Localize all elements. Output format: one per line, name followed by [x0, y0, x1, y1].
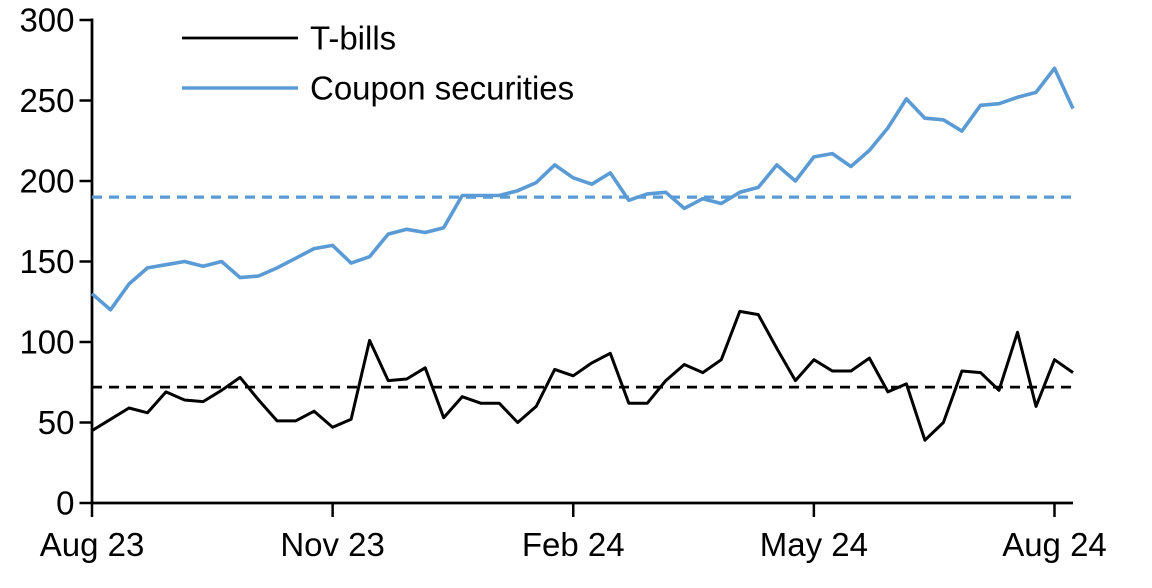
x-axis-tick-label: May 24 [760, 526, 868, 563]
y-axis-tick-label: 200 [19, 163, 74, 200]
y-axis-tick-label: 300 [19, 2, 74, 39]
legend-label-t-bills: T-bills [310, 20, 396, 57]
legend-label-coupon-securities: Coupon securities [310, 70, 574, 107]
y-axis-tick-label: 250 [19, 82, 74, 119]
y-axis-tick-label: 0 [56, 485, 74, 522]
y-axis-tick-label: 100 [19, 324, 74, 361]
legend-item-coupon-securities: Coupon securities [182, 70, 574, 107]
x-axis-tick-label: Aug 23 [40, 526, 145, 563]
y-axis-tick-label: 150 [19, 243, 74, 280]
coupon-securities-series-line [90, 66, 1075, 312]
y-axis-tick-label: 50 [38, 404, 75, 441]
legend-item-t-bills: T-bills [182, 20, 396, 57]
x-axis-tick-label: Nov 23 [280, 526, 385, 563]
x-axis-tick-label: Feb 24 [522, 526, 625, 563]
t-bills-series-line [91, 309, 1074, 442]
axes: 0 50 100 150 200 250 300 Aug 23 Nov 23 Feb 24 May … [19, 2, 1106, 564]
x-axis-tick-label: Aug 24 [1002, 526, 1107, 563]
reference-dashed-lines [92, 195, 1075, 389]
series-lines [90, 66, 1075, 442]
legend: T-bills Coupon securities [182, 20, 574, 107]
